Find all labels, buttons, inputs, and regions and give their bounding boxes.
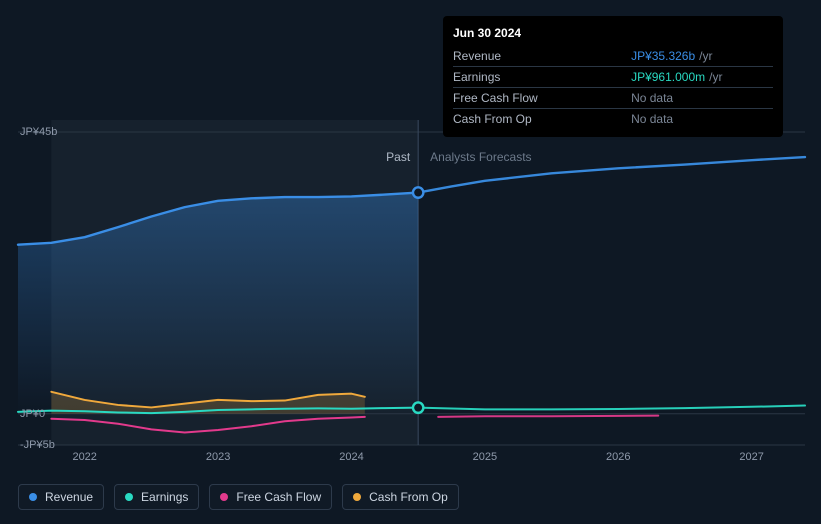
x-axis-label: 2025 bbox=[473, 451, 497, 463]
x-axis-label: 2023 bbox=[206, 451, 230, 463]
x-axis-label: 2027 bbox=[739, 451, 763, 463]
tooltip-row-value: No data bbox=[631, 109, 773, 130]
fcf-line-forecast bbox=[438, 416, 658, 417]
y-axis-label: -JP¥5b bbox=[20, 439, 55, 451]
legend-item-revenue[interactable]: Revenue bbox=[18, 484, 104, 510]
legend-dot-icon bbox=[29, 493, 37, 501]
legend-item-earnings[interactable]: Earnings bbox=[114, 484, 199, 510]
legend-item-label: Cash From Op bbox=[369, 490, 448, 504]
marker-earnings bbox=[413, 402, 423, 412]
tooltip-row: EarningsJP¥961.000m/yr bbox=[453, 67, 773, 88]
tooltip: Jun 30 2024 RevenueJP¥35.326b/yrEarningsJ… bbox=[443, 16, 783, 137]
tooltip-row-value: JP¥961.000m/yr bbox=[631, 67, 773, 88]
tooltip-table: RevenueJP¥35.326b/yrEarningsJP¥961.000m/… bbox=[453, 46, 773, 129]
tooltip-row-label: Free Cash Flow bbox=[453, 88, 631, 109]
legend-item-fcf[interactable]: Free Cash Flow bbox=[209, 484, 332, 510]
tooltip-row-label: Revenue bbox=[453, 46, 631, 67]
legend-item-label: Earnings bbox=[141, 490, 188, 504]
tooltip-row-label: Cash From Op bbox=[453, 109, 631, 130]
tooltip-title: Jun 30 2024 bbox=[453, 24, 773, 42]
legend-item-label: Revenue bbox=[45, 490, 93, 504]
legend-item-label: Free Cash Flow bbox=[236, 490, 321, 504]
tooltip-row-value: JP¥35.326b/yr bbox=[631, 46, 773, 67]
legend-dot-icon bbox=[125, 493, 133, 501]
x-axis-label: 2024 bbox=[339, 451, 363, 463]
tooltip-row: RevenueJP¥35.326b/yr bbox=[453, 46, 773, 67]
tooltip-row: Free Cash FlowNo data bbox=[453, 88, 773, 109]
section-label-past: Past bbox=[386, 150, 410, 164]
y-axis-label: JP¥0 bbox=[20, 408, 45, 420]
tooltip-row-value: No data bbox=[631, 88, 773, 109]
legend: Revenue Earnings Free Cash Flow Cash From O… bbox=[18, 484, 459, 510]
x-axis-label: 2022 bbox=[72, 451, 96, 463]
x-axis-label: 2026 bbox=[606, 451, 630, 463]
legend-item-cfo[interactable]: Cash From Op bbox=[342, 484, 459, 510]
section-label-forecast: Analysts Forecasts bbox=[430, 150, 531, 164]
earnings-line-forecast bbox=[418, 406, 805, 410]
marker-revenue bbox=[413, 187, 423, 197]
y-axis-label: JP¥45b bbox=[20, 126, 57, 138]
tooltip-row-label: Earnings bbox=[453, 67, 631, 88]
legend-dot-icon bbox=[220, 493, 228, 501]
legend-dot-icon bbox=[353, 493, 361, 501]
tooltip-row: Cash From OpNo data bbox=[453, 109, 773, 130]
